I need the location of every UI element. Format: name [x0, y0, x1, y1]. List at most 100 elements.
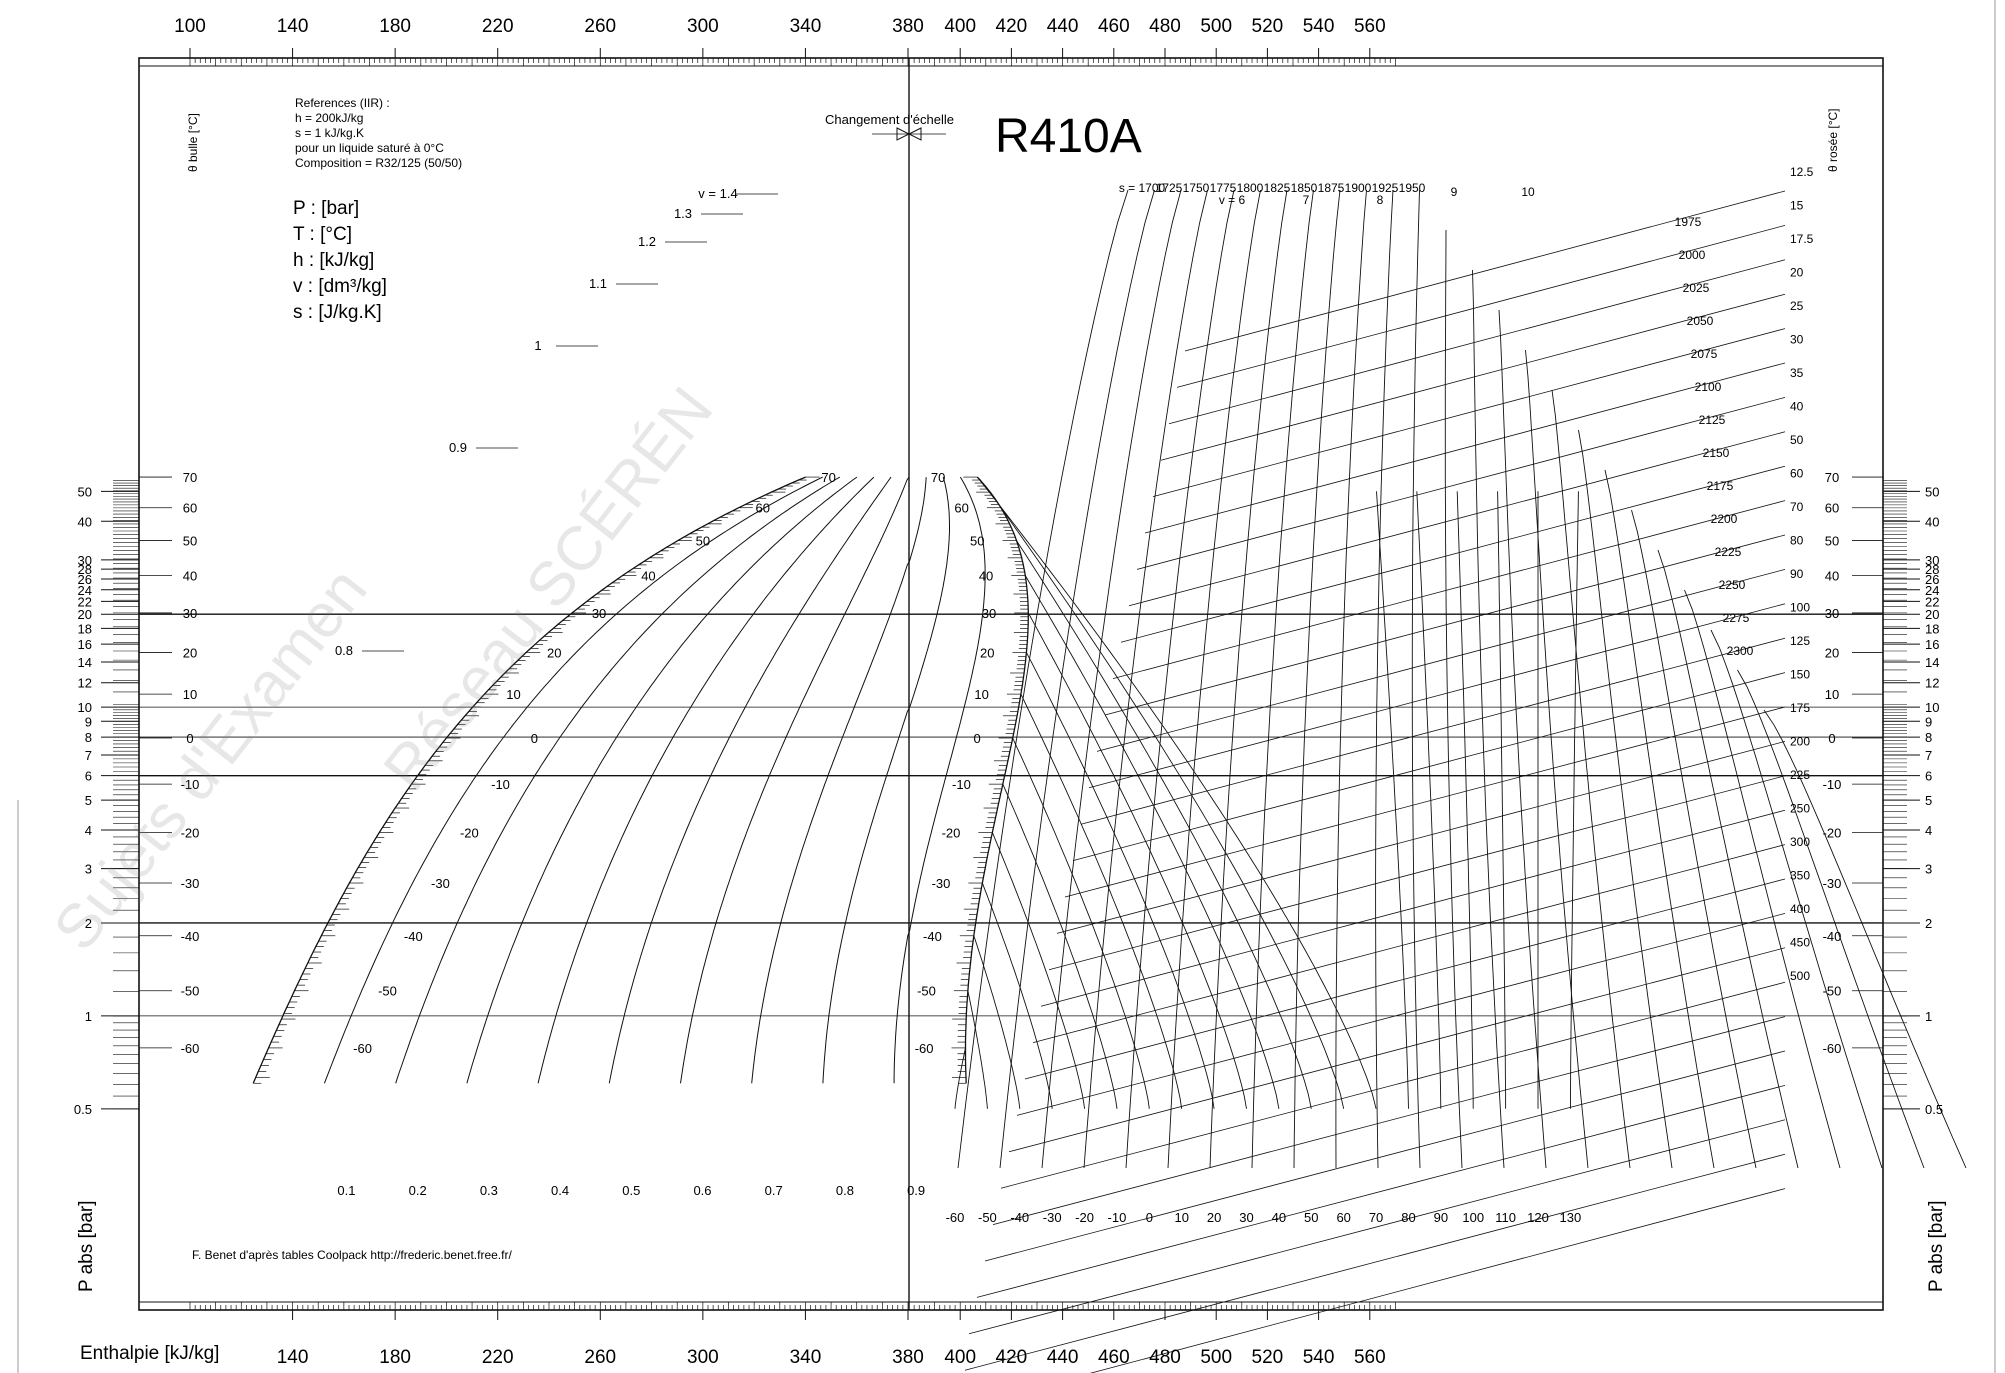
liquid-isochore-label: 1.3	[674, 206, 692, 221]
left-pressure-tick-label: 9	[85, 714, 92, 729]
bottom-x-tick-label: 460	[1098, 1347, 1130, 1368]
vapour-temp-label: 100	[1462, 1210, 1484, 1225]
vapour-isochore-line	[1088, 603, 1786, 789]
quality-line	[466, 476, 858, 1084]
right-dew-temp-label: 50	[1825, 534, 1839, 549]
vapour-isochore-line	[1104, 534, 1786, 716]
left-pressure-tick-label: 40	[78, 514, 92, 529]
vapour-isochore-label: 30	[1790, 333, 1804, 347]
left-bubble-temp-label: -30	[181, 876, 200, 891]
liquid-isochore-label: 0.8	[335, 643, 353, 658]
vapour-temp-label: 80	[1401, 1210, 1415, 1225]
isentrope-label: 2250	[1719, 578, 1746, 592]
vapour-sat-temp-label: -30	[932, 876, 951, 891]
quality-label: 0.1	[337, 1183, 355, 1198]
right-dew-temp-label: -60	[1823, 1041, 1842, 1056]
right-dew-temp-label: -30	[1823, 876, 1842, 891]
quality-line	[608, 476, 892, 1084]
vapour-isochore-label: 350	[1790, 869, 1810, 883]
vapour-sat-temp-label: 10	[974, 687, 988, 702]
right-pressure-tick-label: 40	[1925, 514, 1939, 529]
top-x-tick-label: 340	[790, 16, 822, 37]
quality-label: 0.5	[622, 1183, 640, 1198]
vapour-temp-label: -40	[1010, 1210, 1029, 1225]
isentrope-line	[1125, 189, 1235, 1169]
vapour-isochore-line	[1160, 293, 1786, 461]
isentrope-line	[1498, 309, 1547, 1169]
bottom-x-tick-label: 140	[277, 1347, 309, 1368]
isotherm-line	[967, 990, 988, 1109]
vapour-sat-temp-label: 30	[982, 606, 996, 621]
liquid-isochore-label: 1	[534, 338, 541, 353]
isentrope-line	[1472, 269, 1505, 1169]
vapour-isochore-label: 35	[1790, 366, 1804, 380]
right-pressure-tick-label: 20	[1925, 607, 1939, 622]
quality-line	[822, 476, 950, 1084]
left-pressure-tick-label: 7	[85, 748, 92, 763]
vapour-isochore-line	[1152, 328, 1786, 497]
top-x-tick-label: 540	[1303, 16, 1335, 37]
isentrope-line	[1167, 189, 1261, 1169]
quality-label: 0.6	[693, 1183, 711, 1198]
quality-line	[893, 476, 986, 1084]
liquid-temp-label: -30	[431, 876, 450, 891]
right-temp-axis-label: θ rosée [°C]	[1826, 109, 1840, 173]
liquid-temp-label: -50	[378, 984, 397, 999]
quality-label: 0.7	[765, 1183, 783, 1198]
vapour-isochore-label: 60	[1790, 467, 1804, 481]
isotherm-line	[1016, 540, 1312, 1109]
units-legend-line: v : [dm³/kg]	[293, 276, 387, 297]
isentrope-label: 1875	[1318, 181, 1345, 195]
isotherm-line	[981, 882, 1053, 1109]
top-x-tick-label: 420	[996, 16, 1028, 37]
isentrope-line	[1657, 549, 1799, 1169]
top-x-tick-label: 480	[1149, 16, 1181, 37]
isentrope-label: 2175	[1707, 479, 1734, 493]
isotherm-line	[1002, 783, 1118, 1109]
liquid-temp-label: 40	[641, 569, 655, 584]
isentrope-label: 1775	[1210, 181, 1237, 195]
quality-label: 0.4	[551, 1183, 569, 1198]
vapour-isochore-label: 450	[1790, 936, 1810, 950]
bottom-x-tick-label: 520	[1252, 1347, 1284, 1368]
left-pressure-tick-label: 3	[85, 862, 92, 877]
isentrope-line	[1411, 189, 1421, 1169]
vapour-isochore-line	[1008, 947, 1786, 1153]
isotherm-line	[1024, 575, 1280, 1109]
left-pressure-tick-label: 22	[78, 594, 92, 609]
right-pressure-tick-label: 24	[1925, 583, 1939, 598]
left-pressure-tick-label: 16	[78, 637, 92, 652]
left-pressure-tick-label: 24	[78, 583, 92, 598]
isentrope-line	[1631, 509, 1757, 1169]
right-pressure-tick-label: 4	[1925, 823, 1932, 838]
right-dew-temp-label: -50	[1823, 984, 1842, 999]
vapour-temp-label: 30	[1239, 1210, 1253, 1225]
vapour-isochore-label: 17.5	[1790, 232, 1814, 246]
vapour-isochore-line	[1089, 1188, 1786, 1373]
vapour-sat-temp-label: -20	[942, 825, 961, 840]
left-temp-axis-label: θ bulle [°C]	[186, 113, 200, 172]
vapour-isochore-line	[1064, 706, 1786, 898]
vapour-isochore-line	[1168, 259, 1786, 425]
left-pressure-tick-label: 10	[78, 700, 92, 715]
vapour-sat-temp-label: 50	[970, 534, 984, 549]
vapour-isochore-label: 12.5	[1790, 165, 1814, 179]
isentrope-label: s = 1700	[1119, 181, 1166, 195]
vapour-isochore-label: 150	[1790, 668, 1810, 682]
vapour-isochore-label: 80	[1790, 534, 1804, 548]
vapour-isochore-label: 9	[1451, 185, 1458, 199]
isentrope-label: 1725	[1156, 181, 1183, 195]
liquid-temp-label: -40	[404, 929, 423, 944]
vapour-temp-label: -30	[1043, 1210, 1062, 1225]
vapour-isochore-label: 10	[1521, 185, 1535, 199]
vapour-isochore-label: 40	[1790, 400, 1804, 414]
right-pressure-tick-label: 6	[1925, 769, 1932, 784]
vapour-temp-label: 10	[1174, 1210, 1188, 1225]
vapour-temp-label: 60	[1336, 1210, 1350, 1225]
liquid-isochore-label: 1.1	[589, 276, 607, 291]
vapour-isochore-line	[1080, 637, 1786, 825]
vapour-sat-temp-label: -40	[923, 929, 942, 944]
isentrope-label: 2150	[1703, 446, 1730, 460]
vapour-isochore-line	[1128, 431, 1786, 607]
right-pressure-tick-label: 8	[1925, 730, 1932, 745]
